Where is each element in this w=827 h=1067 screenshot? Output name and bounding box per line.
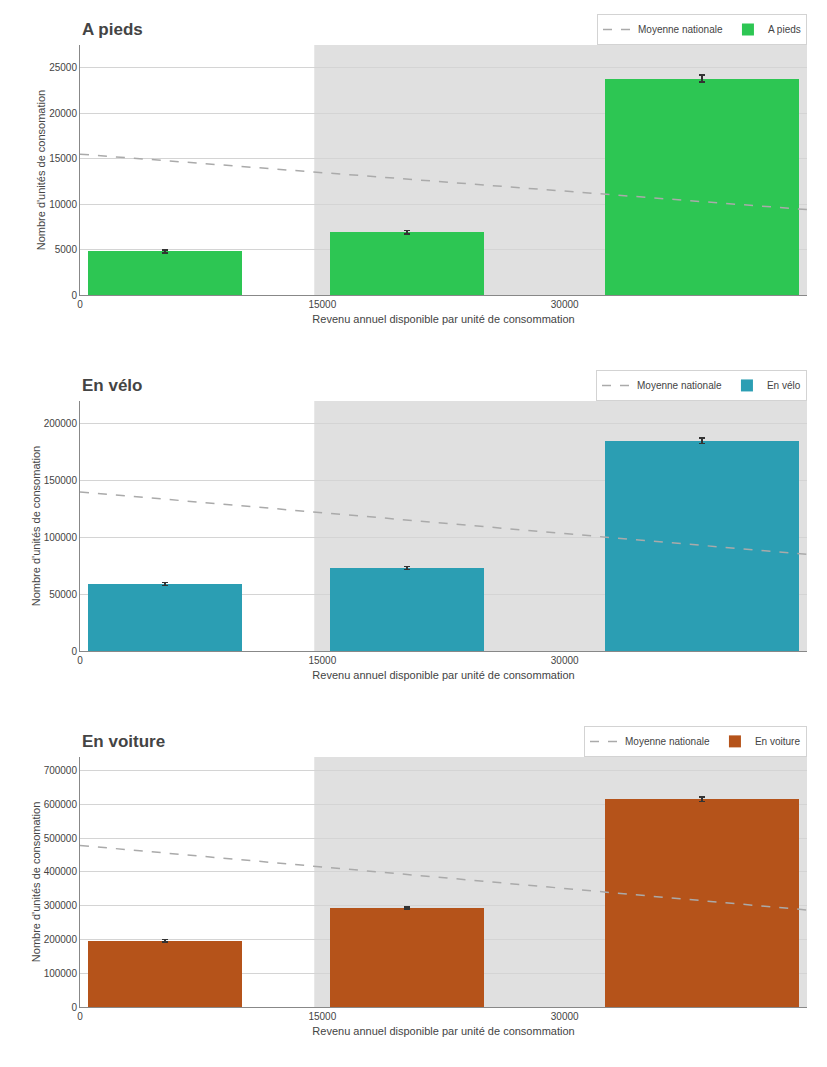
svg-text:En vélo: En vélo [767, 380, 801, 391]
svg-text:0: 0 [77, 299, 83, 310]
svg-text:Revenu annuel disponible par u: Revenu annuel disponible par unité de co… [312, 1025, 574, 1037]
svg-text:15000: 15000 [308, 299, 336, 310]
svg-text:Nombre d'unités de consomation: Nombre d'unités de consomation [30, 802, 42, 962]
svg-text:0: 0 [71, 1002, 77, 1013]
svg-text:100000: 100000 [44, 532, 78, 543]
svg-text:Moyenne nationale: Moyenne nationale [625, 736, 710, 747]
svg-text:5000: 5000 [55, 244, 78, 255]
svg-text:300000: 300000 [44, 900, 78, 911]
svg-text:0: 0 [71, 290, 77, 301]
svg-text:15000: 15000 [308, 655, 336, 666]
svg-text:Moyenne nationale: Moyenne nationale [638, 24, 723, 35]
svg-text:200000: 200000 [44, 934, 78, 945]
svg-text:150000: 150000 [44, 475, 78, 486]
svg-text:15000: 15000 [49, 153, 77, 164]
svg-text:Moyenne nationale: Moyenne nationale [637, 380, 722, 391]
svg-text:700000: 700000 [44, 765, 78, 776]
svg-text:30000: 30000 [551, 655, 579, 666]
svg-text:400000: 400000 [44, 866, 78, 877]
svg-text:0: 0 [77, 655, 83, 666]
svg-text:20000: 20000 [49, 108, 77, 119]
svg-text:600000: 600000 [44, 799, 78, 810]
svg-text:Revenu annuel disponible par u: Revenu annuel disponible par unité de co… [312, 313, 574, 325]
svg-text:0: 0 [77, 1011, 83, 1022]
svg-text:30000: 30000 [551, 299, 579, 310]
svg-text:A pieds: A pieds [768, 24, 801, 35]
svg-text:A pieds: A pieds [82, 20, 143, 39]
svg-text:En voiture: En voiture [82, 732, 165, 751]
svg-text:500000: 500000 [44, 833, 78, 844]
svg-text:50000: 50000 [49, 589, 77, 600]
svg-text:200000: 200000 [44, 418, 78, 429]
svg-text:En voiture: En voiture [755, 736, 800, 747]
svg-text:En vélo: En vélo [82, 376, 142, 395]
svg-text:Nombre d'unités de consomation: Nombre d'unités de consomation [30, 446, 42, 606]
svg-text:100000: 100000 [44, 968, 78, 979]
svg-text:Nombre d'unités de consomation: Nombre d'unités de consomation [35, 90, 47, 250]
svg-text:Revenu annuel disponible par u: Revenu annuel disponible par unité de co… [312, 669, 574, 681]
svg-text:30000: 30000 [551, 1011, 579, 1022]
svg-text:10000: 10000 [49, 199, 77, 210]
svg-text:25000: 25000 [49, 62, 77, 73]
svg-text:0: 0 [71, 646, 77, 657]
svg-text:15000: 15000 [308, 1011, 336, 1022]
